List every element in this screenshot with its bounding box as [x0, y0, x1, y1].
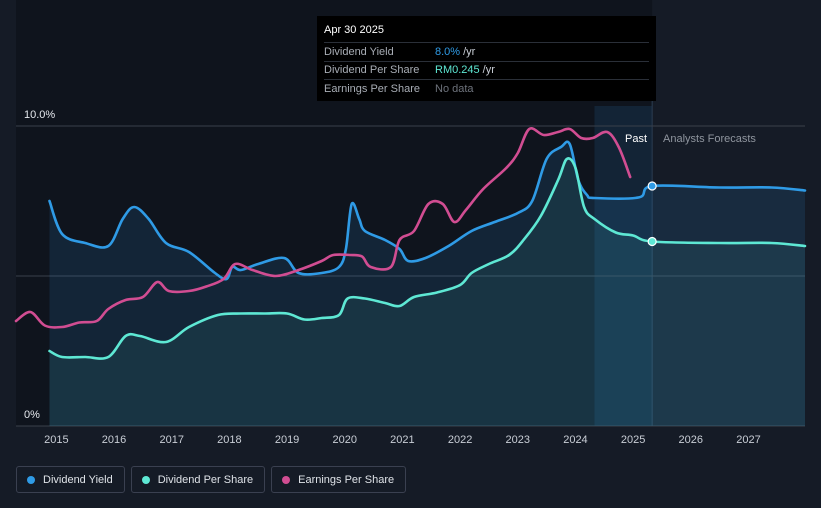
x-tick-label: 2024	[563, 434, 587, 446]
tooltip-value: No data	[435, 82, 474, 95]
x-tick-label: 2016	[102, 434, 126, 446]
legend-item-dividend-yield[interactable]: Dividend Yield	[16, 466, 125, 493]
earnings-per-share-line	[14, 127, 632, 329]
tooltip-label: Earnings Per Share	[324, 82, 420, 95]
tooltip-label: Dividend Yield	[324, 45, 394, 58]
hover-tooltip: Apr 30 2025 Dividend Yield 8.0% /yr Divi…	[317, 16, 656, 101]
x-tick-label: 2018	[217, 434, 241, 446]
legend-label: Dividend Per Share	[157, 473, 254, 486]
tooltip-date: Apr 30 2025	[324, 24, 384, 36]
tooltip-value: 8.0%	[435, 45, 461, 58]
past-region-label: Past	[625, 133, 647, 145]
forecast-region-label: Analysts Forecasts	[663, 133, 756, 145]
legend-label: Dividend Yield	[43, 473, 113, 486]
tooltip-unit: /yr	[463, 45, 476, 58]
tooltip-label: Dividend Per Share	[324, 64, 420, 77]
legend-dot-icon	[141, 475, 150, 484]
x-tick-label: 2026	[679, 434, 703, 446]
x-tick-label: 2022	[448, 434, 472, 446]
tooltip-value: RM0.245	[435, 64, 480, 77]
legend-item-earnings-per-share[interactable]: Earnings Per Share	[271, 466, 407, 493]
x-tick-label: 2021	[390, 434, 414, 446]
tooltip-row-dividend-yield: Dividend Yield 8.0% /yr	[324, 42, 649, 61]
dividend-yield-area	[49, 141, 805, 426]
x-tick-label: 2017	[159, 434, 183, 446]
tooltip-unit: /yr	[482, 64, 495, 77]
x-tick-label: 2015	[44, 434, 68, 446]
x-tick-label: 2027	[736, 434, 760, 446]
legend-item-dividend-per-share[interactable]: Dividend Per Share	[130, 466, 266, 493]
x-tick-label: 2019	[275, 434, 299, 446]
dividend-yield-marker	[647, 181, 657, 191]
dividend-per-share-area	[49, 158, 805, 426]
legend-label: Earnings Per Share	[298, 473, 395, 486]
tooltip-row-earnings-per-share: Earnings Per Share No data	[324, 79, 649, 98]
chart-legend: Dividend Yield Dividend Per Share Earnin…	[16, 466, 407, 493]
x-tick-label: 2020	[333, 434, 357, 446]
x-tick-label: 2025	[621, 434, 645, 446]
tooltip-row-dividend-per-share: Dividend Per Share RM0.245 /yr	[324, 60, 649, 80]
dividend-per-share-line	[48, 157, 807, 360]
legend-dot-icon	[27, 475, 35, 484]
y-axis-bottom-label: 0%	[24, 409, 40, 421]
y-axis-top-label: 10.0%	[24, 109, 55, 121]
dividend-per-share-marker	[647, 236, 657, 247]
legend-dot-icon	[282, 475, 291, 484]
x-tick-label: 2023	[506, 434, 530, 446]
